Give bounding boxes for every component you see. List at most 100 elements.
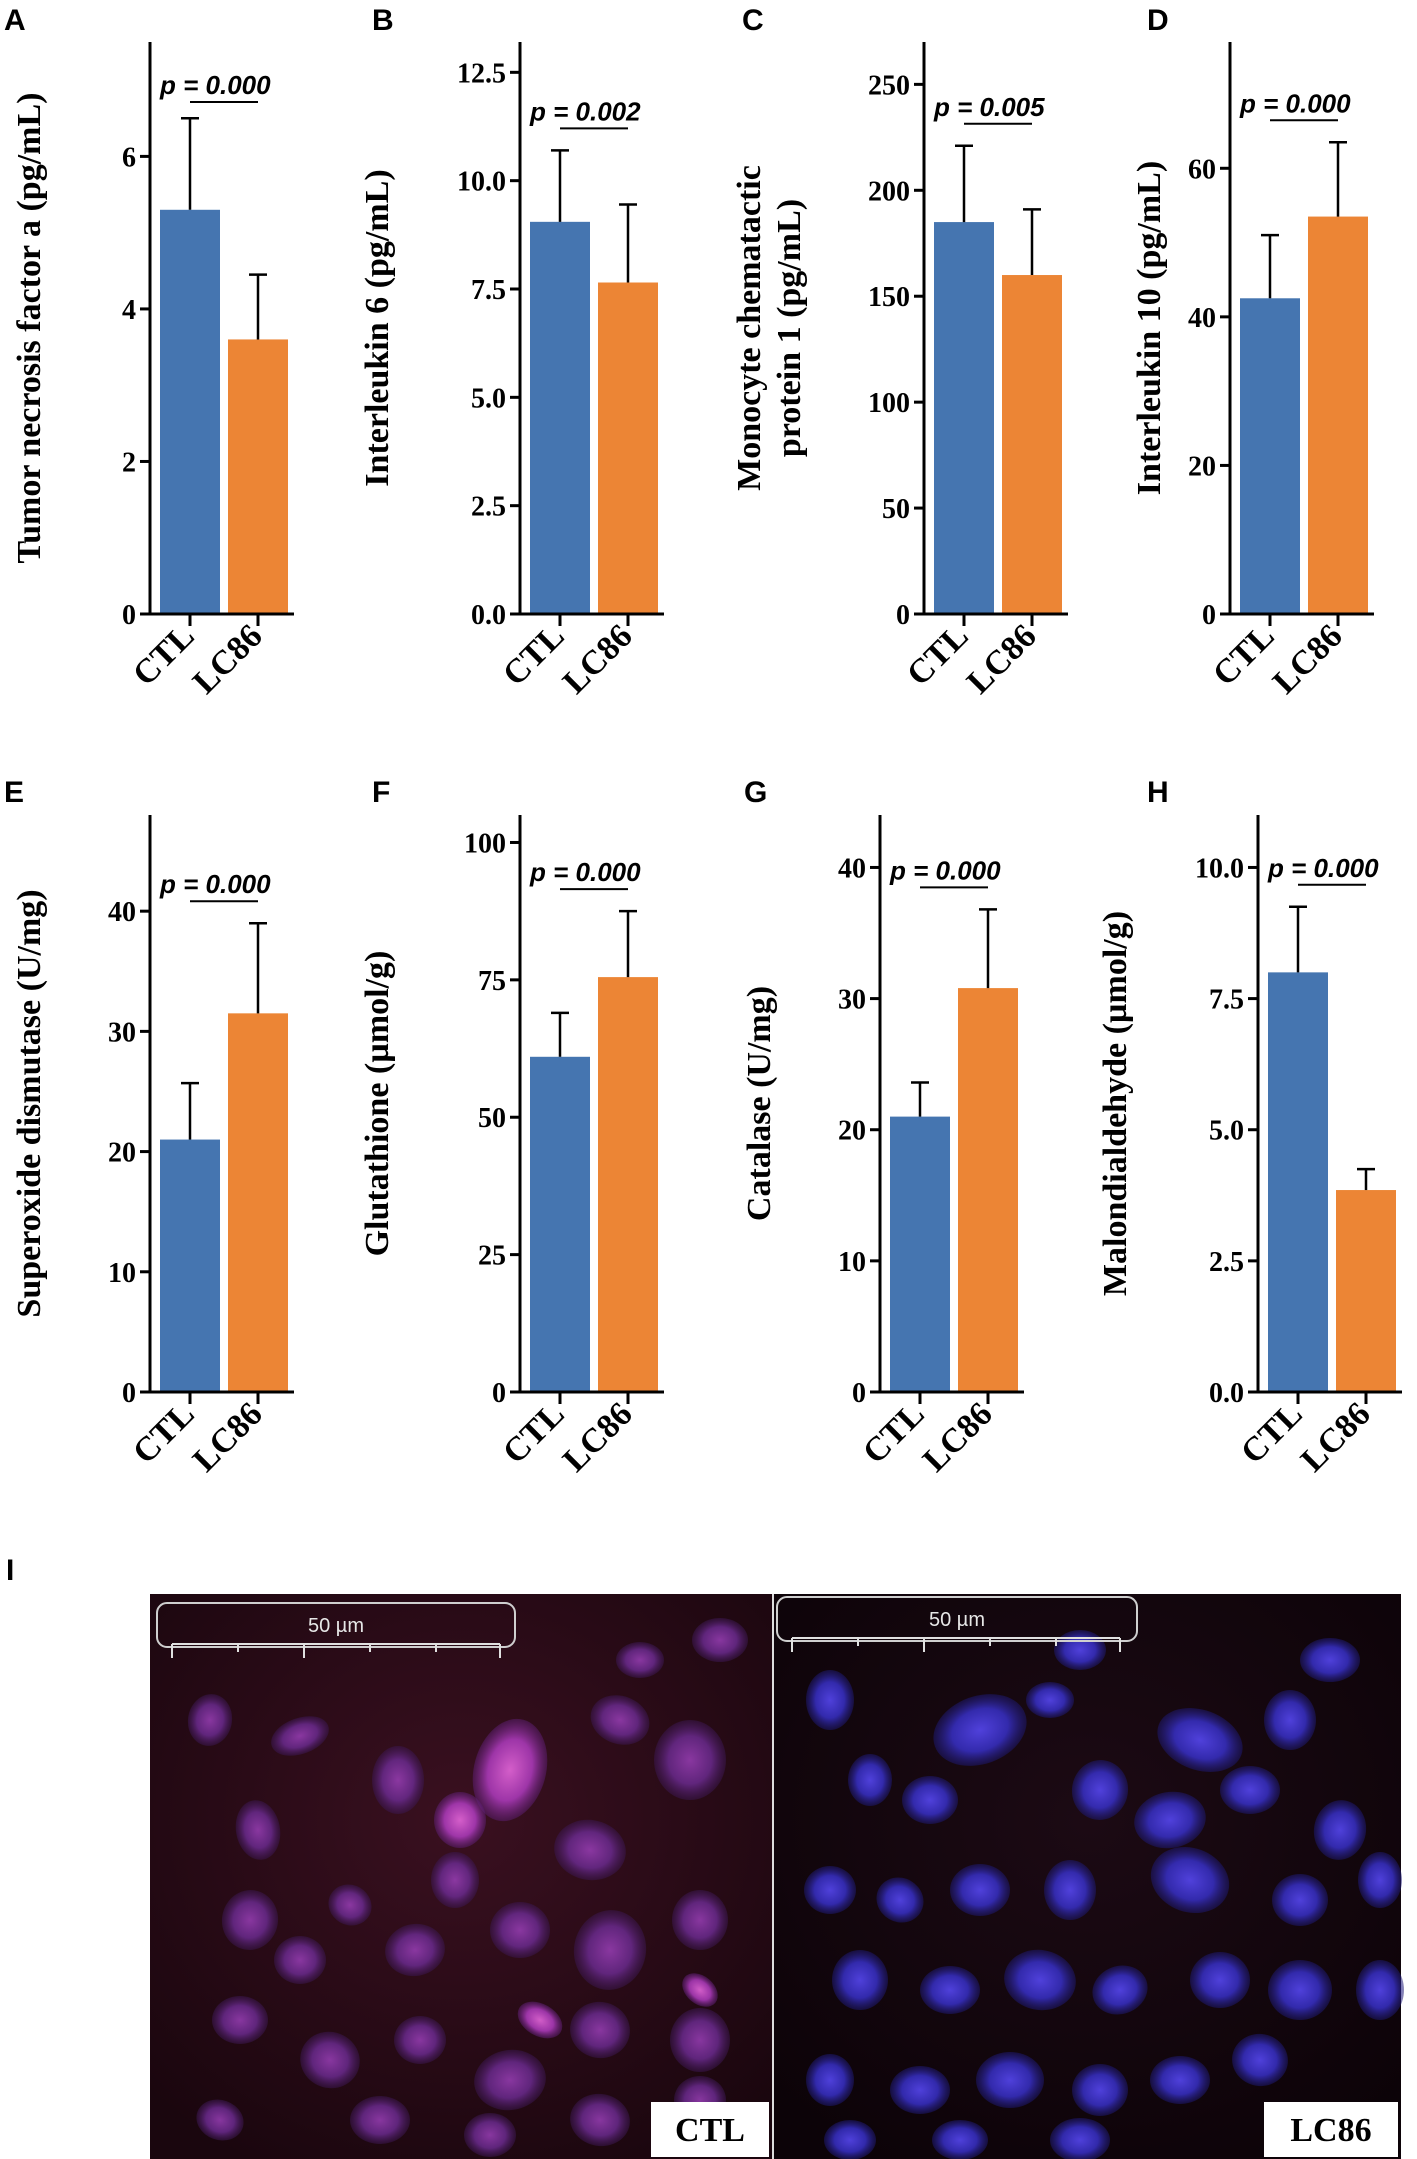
p-value-label: p = 0.000 — [889, 855, 1001, 885]
cell-nucleus — [1044, 1860, 1096, 1920]
y-tick-label: 0.0 — [471, 600, 506, 631]
p-value-label: p = 0.002 — [529, 96, 641, 126]
cell-nucleus — [806, 1670, 854, 1730]
y-tick-label: 0 — [896, 600, 910, 631]
scale-bar-label-lc86: 50 µm — [929, 1609, 985, 1631]
y-tick-label: 75 — [478, 966, 506, 997]
micrograph-panel: I 50 µm CTL 50 µm — [6, 1554, 1404, 2159]
panel-letter: G — [744, 776, 767, 809]
y-tick-label: 6 — [122, 142, 136, 173]
category-label-ctl: CTL — [496, 617, 572, 693]
y-axis-label: Malondialdehyde (µmol/g) — [1097, 911, 1134, 1296]
y-tick-label: 250 — [868, 70, 910, 101]
cell-nucleus — [573, 1910, 647, 1990]
y-tick-label: 10 — [838, 1247, 866, 1278]
bar-ctl — [530, 221, 590, 615]
category-label-lc86: LC86 — [186, 617, 270, 701]
cell-nucleus — [1134, 1791, 1206, 1849]
panel-letter-i: I — [6, 1554, 14, 1587]
cell-nucleus — [472, 1718, 548, 1822]
category-label-ctl: CTL — [1234, 1395, 1310, 1471]
cell-nucleus — [672, 1890, 728, 1950]
bar-ctl — [160, 1139, 220, 1392]
cell-nucleus — [920, 1966, 980, 2014]
bar-lc86 — [228, 1013, 288, 1392]
cell-nucleus — [976, 2052, 1044, 2108]
cell-nucleus — [274, 1936, 326, 1984]
cell-nucleus — [1190, 1952, 1250, 2008]
y-tick-label: 40 — [838, 853, 866, 884]
y-tick-label: 7.5 — [1209, 985, 1244, 1016]
y-axis-label: protein 1 (pg/mL) — [771, 199, 808, 457]
cell-nucleus — [682, 1973, 718, 2007]
y-tick-label: 0 — [492, 1378, 506, 1409]
y-tick-label: 20 — [838, 1116, 866, 1147]
bar-lc86 — [598, 977, 658, 1392]
cell-nucleus — [806, 2054, 854, 2106]
cell-nucleus — [692, 1618, 748, 1662]
micrograph-lc86: 50 µm LC86 — [774, 1594, 1404, 2159]
bar-ctl — [1240, 298, 1300, 614]
cell-nucleus — [431, 1852, 479, 1908]
cell-nucleus — [1300, 1638, 1360, 1682]
panel-letter: B — [372, 4, 394, 37]
bar-ctl — [160, 209, 220, 614]
cell-nucleus — [654, 1720, 726, 1800]
y-tick-label: 0 — [1202, 600, 1216, 631]
category-label-lc86: LC86 — [556, 617, 640, 701]
cell-nucleus — [1150, 1846, 1230, 1914]
y-tick-label: 25 — [478, 1241, 506, 1272]
bar-lc86 — [228, 339, 288, 614]
category-label-ctl: CTL — [856, 1395, 932, 1471]
bar-ctl — [530, 1056, 590, 1392]
y-axis-label: Interleukin 6 (pg/mL) — [359, 169, 396, 486]
y-axis-label: Interleukin 10 (pg/mL) — [1131, 161, 1168, 495]
cell-nucleus — [933, 1694, 1027, 1766]
cell-nucleus — [1072, 2064, 1128, 2116]
cell-nucleus — [1268, 1960, 1332, 2020]
y-tick-label: 20 — [108, 1138, 136, 1169]
p-value-label: p = 0.000 — [529, 857, 641, 887]
y-tick-label: 10.0 — [457, 167, 506, 198]
bar-ctl — [890, 1116, 950, 1392]
panel-letter: C — [742, 4, 764, 37]
p-value-label: p = 0.000 — [1267, 853, 1379, 883]
y-axis-label: Tumor necrosis factor a (pg/mL) — [11, 93, 48, 564]
cell-nucleus — [824, 2120, 876, 2159]
p-value-label: p = 0.000 — [159, 70, 271, 100]
cell-nucleus — [372, 1746, 424, 1814]
cell-nucleus — [832, 1950, 888, 2010]
cell-nucleus — [187, 1694, 233, 1746]
cell-nucleus — [1004, 1949, 1076, 2011]
p-value-label: p = 0.005 — [933, 92, 1045, 122]
cell-nucleus — [848, 1754, 892, 1806]
cell-nucleus — [1050, 2118, 1110, 2159]
y-axis-label: Catalase (U/mg) — [741, 986, 778, 1221]
cell-nucleus — [1026, 1682, 1074, 1718]
cell-nucleus — [1071, 1760, 1129, 1820]
y-tick-label: 5.0 — [1209, 1116, 1244, 1147]
scale-bar-ctl — [171, 1643, 501, 1658]
category-label-lc86: LC86 — [186, 1395, 270, 1479]
bar-ctl — [1268, 972, 1328, 1392]
scale-bar-lc86 — [791, 1637, 1121, 1652]
y-tick-label: 5.0 — [471, 383, 506, 414]
y-axis-label: Glutathione (µmol/g) — [359, 951, 396, 1257]
y-tick-label: 12.5 — [457, 58, 506, 89]
cell-nucleus — [1220, 1766, 1280, 1814]
y-tick-label: 40 — [108, 897, 136, 928]
bar-lc86 — [598, 282, 658, 614]
bar-lc86 — [958, 988, 1018, 1392]
y-tick-label: 0 — [852, 1378, 866, 1409]
bar-lc86 — [1308, 216, 1368, 615]
panel-letter: F — [372, 776, 390, 809]
y-tick-label: 10 — [108, 1258, 136, 1289]
y-tick-label: 200 — [868, 176, 910, 207]
category-label-lc86: LC86 — [1294, 1395, 1378, 1479]
cell-nucleus — [570, 2001, 630, 2059]
y-tick-label: 150 — [868, 282, 910, 313]
